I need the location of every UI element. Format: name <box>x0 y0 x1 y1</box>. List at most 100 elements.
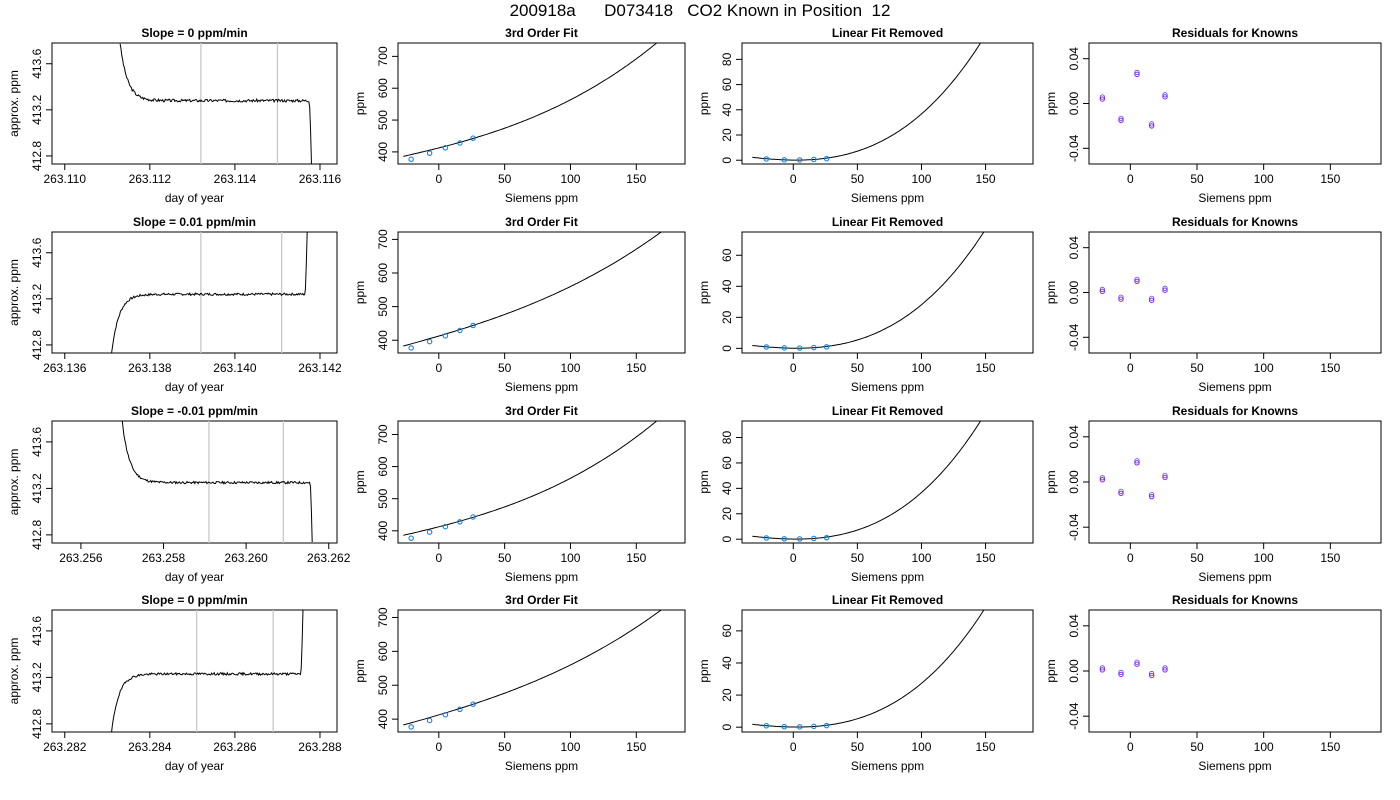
data-point <box>1162 474 1168 481</box>
data-point-overlay <box>824 535 830 541</box>
data-point <box>1134 71 1140 78</box>
y-tick-label: 0 <box>720 157 734 164</box>
x-tick-label: 50 <box>1190 361 1204 375</box>
panel-fit-row1: 3rd Order Fit 0 50 100 150 400 500 600 700 Siemen… <box>353 26 686 205</box>
data-point <box>1148 493 1155 500</box>
data-point <box>1118 117 1124 124</box>
plot-frame <box>397 420 686 544</box>
data-point-overlay <box>1134 659 1140 665</box>
y-tick-label: 600 <box>376 641 390 661</box>
concentration-trace <box>119 43 312 164</box>
y-tick-label: 400 <box>376 330 390 350</box>
y-tick-label: 412.8 <box>30 520 44 550</box>
data-point-overlay <box>811 344 817 351</box>
x-tick-label: 0 <box>435 740 442 754</box>
data-point-overlay <box>824 344 830 350</box>
y-tick-label: 0.04 <box>1067 236 1081 260</box>
y-tick-label: 413.6 <box>30 427 44 457</box>
x-tick-label: 263.110 <box>44 172 87 186</box>
panel-residuals-row2: Residuals for Knowns 0 50 100 150 -0.04 0.00 0.… <box>1044 215 1382 394</box>
data-point-overlay <box>1099 665 1105 671</box>
x-tick-label: 0 <box>1127 172 1134 186</box>
data-point-overlay <box>408 724 414 730</box>
x-tick-label: 50 <box>1190 172 1204 186</box>
x-tick-label: 150 <box>976 361 996 375</box>
data-point-overlay <box>781 157 787 163</box>
data-point-overlay <box>763 156 769 162</box>
x-tick-label: 50 <box>498 361 512 375</box>
y-axis-label: ppm <box>1044 470 1058 493</box>
plot-frame <box>1088 609 1382 733</box>
y-tick-label: 60 <box>720 456 734 470</box>
x-tick-label: 150 <box>626 361 646 375</box>
x-tick-label: 100 <box>560 551 580 565</box>
plot-frame <box>51 231 338 354</box>
y-axis-label: ppm <box>353 659 367 682</box>
y-tick-label: 413.2 <box>30 94 44 124</box>
x-tick-label: 50 <box>851 361 865 375</box>
plot-frame <box>1088 231 1382 354</box>
data-point <box>1148 672 1155 679</box>
data-point-overlay <box>1118 115 1124 121</box>
x-axis-label: Siemens ppm <box>851 570 924 584</box>
x-tick-label: 263.258 <box>142 551 186 565</box>
x-axis-label: Siemens ppm <box>505 380 578 394</box>
x-tick-label: 263.140 <box>213 361 257 375</box>
x-tick-label: 50 <box>851 740 865 754</box>
x-axis-label: Siemens ppm <box>1198 380 1271 394</box>
x-tick-label: 0 <box>790 551 797 565</box>
y-axis-label: approx. ppm <box>7 70 21 137</box>
panel-title: 3rd Order Fit <box>505 404 578 418</box>
data-point-overlay <box>797 536 803 542</box>
data-point-overlay <box>1099 475 1105 481</box>
data-point-overlay <box>457 327 463 334</box>
data-point-overlay <box>470 322 476 329</box>
y-tick-label: 0.00 <box>1067 659 1081 683</box>
data-point-overlay <box>1149 670 1155 677</box>
data-point-overlay <box>470 701 476 707</box>
data-point <box>1148 123 1155 129</box>
data-point-overlay <box>781 536 787 542</box>
plot-frame <box>741 231 1034 354</box>
x-axis-label: Siemens ppm <box>1198 570 1271 584</box>
y-axis-label: approx. ppm <box>7 449 21 516</box>
data-point-overlay <box>1134 69 1140 75</box>
data-point-overlay <box>426 529 433 535</box>
x-tick-label: 100 <box>1254 551 1274 565</box>
panel-residuals-row4: Residuals for Knowns 0 50 100 150 -0.04 0.00 0.… <box>1044 593 1382 773</box>
data-point-overlay <box>442 333 448 339</box>
x-tick-label: 100 <box>560 361 580 375</box>
x-axis-label: day of year <box>165 570 224 584</box>
y-tick-label: 0 <box>720 536 734 543</box>
y-tick-label: 40 <box>720 103 734 117</box>
y-tick-label: 500 <box>376 110 390 130</box>
panel-title: Linear Fit Removed <box>832 215 943 229</box>
panel-timeseries-row2: Slope = 0.01 ppm/min 263.136 263.138 263.14… <box>7 215 342 394</box>
x-tick-label: 0 <box>1127 740 1134 754</box>
data-point-overlay <box>824 722 830 729</box>
y-axis-label: ppm <box>1044 659 1058 682</box>
panel-title: Linear Fit Removed <box>832 26 943 40</box>
y-tick-label: 413.2 <box>30 662 44 692</box>
panel-linear-removed-row3: Linear Fit Removed 0 50 100 150 0 20 40 60 80 Siem… <box>697 404 1034 584</box>
x-tick-label: 50 <box>851 172 865 186</box>
y-tick-label: -0.04 <box>1067 702 1081 730</box>
x-tick-label: 50 <box>851 551 865 565</box>
x-axis-label: Siemens ppm <box>505 759 578 773</box>
y-tick-label: 20 <box>720 310 734 324</box>
panel-title: 3rd Order Fit <box>505 26 578 40</box>
data-point <box>1099 96 1106 102</box>
x-tick-label: 100 <box>1254 740 1274 754</box>
data-point-overlay <box>408 345 414 351</box>
x-axis-label: day of year <box>165 759 224 773</box>
data-point <box>1099 477 1106 483</box>
plot-frame <box>397 42 686 165</box>
y-axis-label: approx. ppm <box>7 259 21 326</box>
x-axis-label: Siemens ppm <box>505 191 578 205</box>
data-point-overlay <box>1162 92 1168 98</box>
data-point <box>1118 296 1124 302</box>
data-point-overlay <box>811 535 817 542</box>
x-axis-label: Siemens ppm <box>851 191 924 205</box>
y-tick-label: 0.00 <box>1067 280 1081 304</box>
x-tick-label: 50 <box>498 740 512 754</box>
